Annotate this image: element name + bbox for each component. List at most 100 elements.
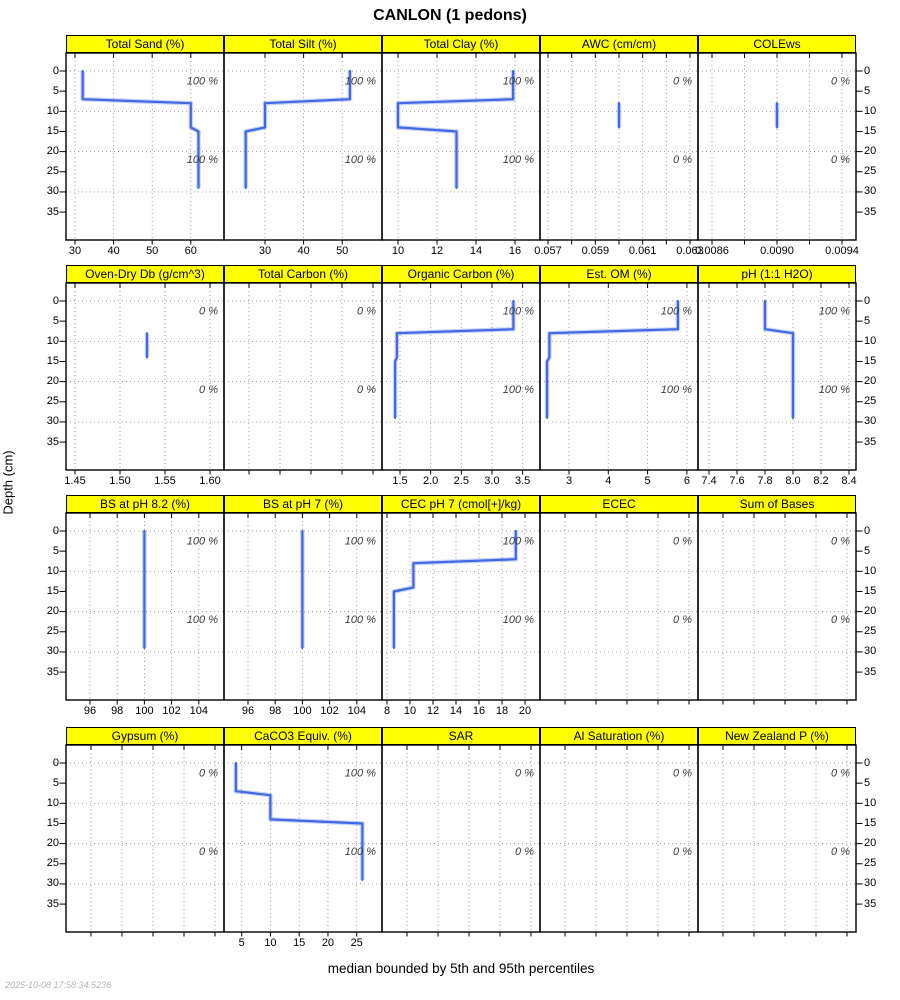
x-tick-label: 98	[111, 705, 124, 717]
depth-tick-label-left: 5	[52, 314, 59, 327]
depth-tick-label-right: 5	[864, 84, 871, 97]
pct-label-top: 100 %	[661, 306, 692, 318]
depth-tick-label-right: 0	[864, 756, 871, 769]
pct-label-top: 0 %	[831, 536, 850, 548]
depth-tick-label-left: 35	[46, 665, 59, 678]
depth-tick-label-right: 25	[864, 857, 877, 870]
percentile-band	[392, 301, 516, 418]
pct-label-mid: 0 %	[831, 614, 850, 626]
x-tick-label: 14	[449, 705, 463, 717]
pct-label-mid: 0 %	[357, 384, 376, 396]
depth-tick-label-right: 0	[864, 524, 871, 537]
depth-tick-label-left: 20	[46, 145, 59, 158]
depth-tick-label-right: 35	[864, 665, 877, 678]
pct-label-mid: 100 %	[661, 384, 692, 396]
depth-tick-label-right: 10	[864, 564, 877, 577]
x-tick-label: 25	[350, 937, 363, 949]
percentile-band	[544, 301, 681, 418]
x-tick-label: 7.6	[729, 475, 745, 487]
x-tick-label: 40	[297, 245, 310, 257]
depth-tick-label-left: 0	[52, 64, 59, 77]
x-tick-label: 30	[68, 245, 82, 257]
depth-tick-label-left: 15	[46, 124, 59, 137]
pct-label-top: 0 %	[357, 306, 376, 318]
x-tick-label: 8	[383, 705, 391, 717]
percentile-band	[762, 301, 796, 418]
x-tick-label: 1.45	[64, 475, 86, 487]
depth-tick-label-left: 25	[46, 625, 59, 638]
median-line	[81, 69, 200, 189]
panel-border	[697, 744, 857, 933]
x-tick-label: 20	[321, 937, 335, 949]
pct-label-mid: 0 %	[673, 154, 692, 166]
x-tick-label: 1.5	[392, 475, 408, 487]
x-tick-label: 0.0090	[760, 245, 794, 257]
x-tick-label: 8.4	[841, 475, 857, 487]
panel-border	[697, 52, 857, 241]
x-tick-label: 0.063	[676, 245, 704, 257]
x-tick-label: 2.0	[422, 475, 439, 487]
depth-tick-label-right: 10	[864, 334, 877, 347]
x-tick-label: 15	[293, 937, 306, 949]
pct-label-mid: 0 %	[199, 846, 218, 858]
pct-label-mid: 100 %	[503, 614, 534, 626]
strip-ph-1-1-h2o: pH (1:1 H2O)	[698, 265, 856, 283]
depth-tick-label-left: 20	[46, 605, 59, 618]
depth-tick-label-right: 20	[864, 375, 877, 388]
pct-label-top: 100 %	[503, 536, 534, 548]
x-tick-label: 12	[430, 245, 444, 257]
x-tick-label: 1.60	[199, 475, 221, 487]
x-tick-label: 1.50	[109, 475, 131, 487]
depth-tick-label-left: 20	[46, 375, 59, 388]
x-tick-label: 10	[403, 705, 417, 717]
x-tick-label: 3.5	[514, 475, 531, 487]
x-tick-label: 14	[469, 245, 483, 257]
depth-tick-label-left: 25	[46, 165, 59, 178]
pct-label-mid: 100 %	[345, 614, 376, 626]
x-tick-label: 100	[293, 705, 312, 717]
strip-oven-dry-db-g-cm-3: Oven-Dry Db (g/cm^3)	[66, 265, 224, 283]
caption: median bounded by 5th and 95th percentil…	[327, 961, 595, 976]
depth-tick-label-left: 30	[46, 645, 59, 658]
percentile-band	[80, 71, 201, 188]
pct-label-top: 100 %	[345, 76, 376, 88]
x-tick-label: 4	[605, 475, 612, 487]
depth-tick-label-left: 10	[46, 104, 59, 117]
x-tick-label: 50	[336, 245, 349, 257]
x-tick-label: 2.5	[453, 475, 469, 487]
depth-tick-label-left: 0	[52, 524, 59, 537]
strip-total-clay: Total Clay (%)	[382, 35, 540, 53]
pct-label-top: 0 %	[673, 76, 692, 88]
depth-tick-label-left: 25	[46, 395, 59, 408]
panel-row-4: Gypsum (%) CaCO3 Equiv. (%) SAR Al Saturati…	[59, 727, 863, 937]
strip-sum-of-bases: Sum of Bases	[698, 495, 856, 513]
median-line	[244, 69, 351, 189]
x-tick-label: 50	[146, 245, 159, 257]
x-tick-label: 0.057	[534, 245, 562, 257]
depth-tick-label-right: 35	[864, 205, 877, 218]
strip-caco3-equiv: CaCO3 Equiv. (%)	[224, 727, 382, 745]
x-tick-label: 104	[189, 705, 208, 717]
pct-label-top: 100 %	[819, 306, 850, 318]
depth-tick-label-right: 5	[864, 776, 871, 789]
x-tick-label: 30	[258, 245, 272, 257]
strip-total-sand: Total Sand (%)	[66, 35, 224, 53]
depth-tick-label-right: 15	[864, 124, 877, 137]
depth-tick-label-left: 30	[46, 415, 59, 428]
depth-tick-label-right: 25	[864, 625, 877, 638]
x-tick-label: 3	[565, 475, 573, 487]
plot-area-row-1: 100 % 100 % 100 % 100 % 100 % 100 % 0 % 0 % 0 % 0…	[59, 52, 863, 245]
pct-label-mid: 100 %	[819, 384, 850, 396]
depth-tick-label-left: 15	[46, 354, 59, 367]
x-tick-label: 1.55	[154, 475, 176, 487]
panel-row-1: Total Sand (%) Total Silt (%) Total Clay (…	[59, 35, 863, 245]
depth-tick-label-left: 10	[46, 334, 59, 347]
x-tick-label: 10	[391, 245, 405, 257]
pct-label-mid: 0 %	[515, 846, 534, 858]
pct-label-top: 100 %	[503, 76, 534, 88]
strip-total-carbon: Total Carbon (%)	[224, 265, 382, 283]
pct-label-top: 0 %	[831, 76, 850, 88]
depth-tick-label-left: 30	[46, 877, 59, 890]
strip-al-saturation: Al Saturation (%)	[540, 727, 698, 745]
y-axis-label: Depth (cm)	[0, 450, 16, 515]
